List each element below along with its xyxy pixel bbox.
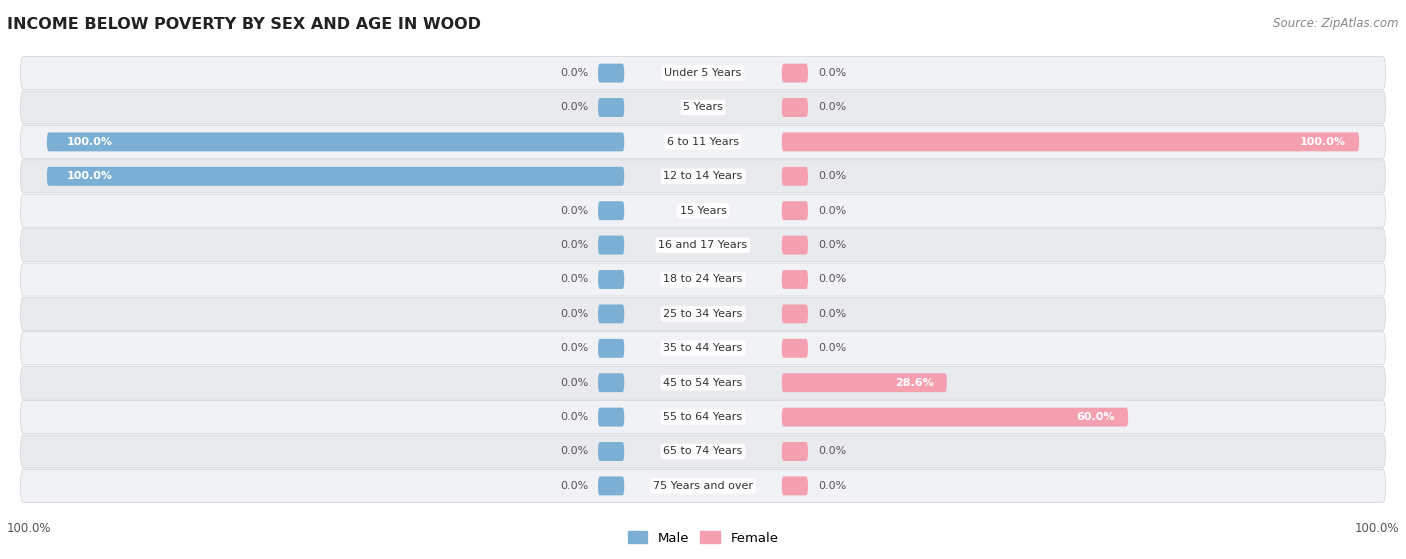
Text: 6 to 11 Years: 6 to 11 Years <box>666 137 740 147</box>
FancyBboxPatch shape <box>21 194 1385 227</box>
Text: 0.0%: 0.0% <box>560 378 588 388</box>
Text: 25 to 34 Years: 25 to 34 Years <box>664 309 742 319</box>
Text: 100.0%: 100.0% <box>66 171 112 181</box>
Text: 100.0%: 100.0% <box>66 137 112 147</box>
Text: 45 to 54 Years: 45 to 54 Years <box>664 378 742 388</box>
Text: 100.0%: 100.0% <box>1301 137 1346 147</box>
FancyBboxPatch shape <box>21 366 1385 399</box>
FancyBboxPatch shape <box>598 339 624 358</box>
Text: 0.0%: 0.0% <box>818 102 846 112</box>
FancyBboxPatch shape <box>598 201 624 220</box>
FancyBboxPatch shape <box>782 442 808 461</box>
FancyBboxPatch shape <box>782 64 808 83</box>
Text: 35 to 44 Years: 35 to 44 Years <box>664 343 742 353</box>
Text: Source: ZipAtlas.com: Source: ZipAtlas.com <box>1274 17 1399 30</box>
FancyBboxPatch shape <box>782 408 1128 427</box>
Text: 0.0%: 0.0% <box>560 412 588 422</box>
FancyBboxPatch shape <box>21 297 1385 330</box>
Text: Under 5 Years: Under 5 Years <box>665 68 741 78</box>
Text: 60.0%: 60.0% <box>1077 412 1115 422</box>
FancyBboxPatch shape <box>782 476 808 495</box>
Text: 0.0%: 0.0% <box>560 447 588 457</box>
FancyBboxPatch shape <box>21 435 1385 468</box>
Text: 0.0%: 0.0% <box>818 274 846 285</box>
FancyBboxPatch shape <box>598 64 624 83</box>
FancyBboxPatch shape <box>21 160 1385 193</box>
FancyBboxPatch shape <box>21 56 1385 89</box>
FancyBboxPatch shape <box>46 167 624 186</box>
FancyBboxPatch shape <box>21 125 1385 158</box>
Text: 0.0%: 0.0% <box>560 309 588 319</box>
Text: INCOME BELOW POVERTY BY SEX AND AGE IN WOOD: INCOME BELOW POVERTY BY SEX AND AGE IN W… <box>7 17 481 32</box>
FancyBboxPatch shape <box>598 236 624 254</box>
Text: 0.0%: 0.0% <box>560 68 588 78</box>
Text: 12 to 14 Years: 12 to 14 Years <box>664 171 742 181</box>
Legend: Male, Female: Male, Female <box>623 526 783 550</box>
Text: 0.0%: 0.0% <box>818 171 846 181</box>
Text: 0.0%: 0.0% <box>560 240 588 250</box>
Text: 0.0%: 0.0% <box>560 343 588 353</box>
Text: 0.0%: 0.0% <box>560 274 588 285</box>
Text: 0.0%: 0.0% <box>560 102 588 112</box>
FancyBboxPatch shape <box>21 401 1385 434</box>
FancyBboxPatch shape <box>598 305 624 323</box>
FancyBboxPatch shape <box>782 373 946 392</box>
FancyBboxPatch shape <box>46 132 624 151</box>
Text: 65 to 74 Years: 65 to 74 Years <box>664 447 742 457</box>
Text: 0.0%: 0.0% <box>818 240 846 250</box>
Text: 0.0%: 0.0% <box>560 206 588 216</box>
FancyBboxPatch shape <box>782 339 808 358</box>
FancyBboxPatch shape <box>21 91 1385 124</box>
Text: 75 Years and over: 75 Years and over <box>652 481 754 491</box>
Text: 16 and 17 Years: 16 and 17 Years <box>658 240 748 250</box>
Text: 0.0%: 0.0% <box>818 68 846 78</box>
Text: 55 to 64 Years: 55 to 64 Years <box>664 412 742 422</box>
FancyBboxPatch shape <box>598 476 624 495</box>
Text: 5 Years: 5 Years <box>683 102 723 112</box>
FancyBboxPatch shape <box>782 98 808 117</box>
FancyBboxPatch shape <box>21 229 1385 262</box>
Text: 0.0%: 0.0% <box>560 481 588 491</box>
Text: 0.0%: 0.0% <box>818 447 846 457</box>
Text: 0.0%: 0.0% <box>818 206 846 216</box>
FancyBboxPatch shape <box>598 270 624 289</box>
FancyBboxPatch shape <box>598 442 624 461</box>
FancyBboxPatch shape <box>21 332 1385 365</box>
Text: 100.0%: 100.0% <box>7 522 52 535</box>
FancyBboxPatch shape <box>598 408 624 427</box>
FancyBboxPatch shape <box>782 236 808 254</box>
FancyBboxPatch shape <box>782 132 1360 151</box>
Text: 0.0%: 0.0% <box>818 343 846 353</box>
FancyBboxPatch shape <box>598 373 624 392</box>
Text: 15 Years: 15 Years <box>679 206 727 216</box>
FancyBboxPatch shape <box>782 270 808 289</box>
FancyBboxPatch shape <box>782 167 808 186</box>
Text: 100.0%: 100.0% <box>1354 522 1399 535</box>
FancyBboxPatch shape <box>21 263 1385 296</box>
Text: 0.0%: 0.0% <box>818 309 846 319</box>
Text: 28.6%: 28.6% <box>896 378 934 388</box>
Text: 0.0%: 0.0% <box>818 481 846 491</box>
FancyBboxPatch shape <box>598 98 624 117</box>
FancyBboxPatch shape <box>21 470 1385 503</box>
Text: 18 to 24 Years: 18 to 24 Years <box>664 274 742 285</box>
FancyBboxPatch shape <box>782 201 808 220</box>
FancyBboxPatch shape <box>782 305 808 323</box>
